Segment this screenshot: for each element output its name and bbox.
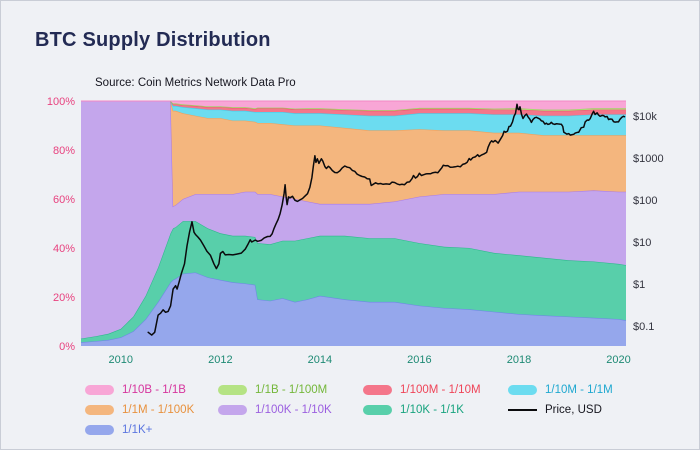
swatch-1-10k-1-1k — [363, 405, 392, 415]
legend-item-1-100k-1-10k[interactable]: 1/100K - 1/10K — [218, 404, 363, 416]
swatch-1-1k — [85, 425, 114, 435]
y-right-tick: $1 — [633, 279, 645, 291]
chart-source: Source: Coin Metrics Network Data Pro — [95, 77, 296, 89]
legend-item-1-10b-1-1b[interactable]: 1/10B - 1/1B — [85, 384, 218, 396]
price-line — [147, 103, 626, 336]
legend-label: 1/100M - 1/10M — [400, 384, 481, 396]
area-1-100m-1-10m — [81, 101, 626, 116]
legend-item-1-1b-1-100m[interactable]: 1/1B - 1/100M — [218, 384, 363, 396]
x-axis-tick: 2010 — [109, 354, 133, 366]
y-left-tick: 80% — [53, 145, 75, 157]
legend-item-price-usd[interactable]: Price, USD — [508, 404, 668, 416]
y-right-tick: $10k — [633, 111, 657, 123]
x-axis-tick: 2018 — [507, 354, 531, 366]
x-axis-tick: 2016 — [407, 354, 431, 366]
x-axis-tick: 2012 — [208, 354, 232, 366]
area-1-10m-1-1m — [81, 101, 626, 136]
legend-label: 1/1B - 1/100M — [255, 384, 328, 396]
y-right-tick: $10 — [633, 237, 651, 249]
y-left-tick: 0% — [59, 341, 75, 353]
swatch-1-100m-1-10m — [363, 385, 392, 395]
swatch-1-10m-1-1m — [508, 385, 537, 395]
y-right-tick: $0.1 — [633, 321, 654, 333]
legend: 1/10B - 1/1B 1/1B - 1/100M 1/100M - 1/10M 1… — [85, 384, 668, 436]
legend-label: 1/10M - 1/1M — [545, 384, 613, 396]
btc-supply-distribution-chart: 0% 20% 40% 60% 80% 100% $0.1 $1 $10 $100 $1000 $10k… — [47, 96, 664, 366]
area-1-10b-1-1b — [81, 101, 626, 111]
legend-label: 1/1K+ — [122, 424, 153, 436]
y-left-tick: 20% — [53, 292, 75, 304]
legend-label: 1/1M - 1/100K — [122, 404, 195, 416]
swatch-1-1m-1-100k — [85, 405, 114, 415]
y-left-tick: 100% — [47, 96, 75, 108]
area-1-1m-1-100k — [81, 101, 626, 207]
x-axis-tick: 2020 — [606, 354, 630, 366]
y-right-tick: $100 — [633, 195, 657, 207]
legend-label: 1/100K - 1/10K — [255, 404, 332, 416]
swatch-1-100k-1-10k — [218, 405, 247, 415]
legend-label: 1/10B - 1/1B — [122, 384, 186, 396]
y-right-tick: $1000 — [633, 153, 664, 165]
legend-label: Price, USD — [545, 404, 602, 416]
price-line-swatch — [508, 409, 537, 411]
legend-item-1-100m-1-10m[interactable]: 1/100M - 1/10M — [363, 384, 508, 396]
page-title: BTC Supply Distribution — [35, 29, 271, 51]
swatch-1-10b-1-1b — [85, 385, 114, 395]
legend-label: 1/10K - 1/1K — [400, 404, 464, 416]
y-left-tick: 40% — [53, 243, 75, 255]
legend-item-1-1m-1-100k[interactable]: 1/1M - 1/100K — [85, 404, 218, 416]
legend-item-1-10k-1-1k[interactable]: 1/10K - 1/1K — [363, 404, 508, 416]
swatch-1-1b-1-100m — [218, 385, 247, 395]
area-1-100k-1-10k — [81, 101, 626, 339]
x-axis-tick: 2014 — [308, 354, 332, 366]
legend-item-1-10m-1-1m[interactable]: 1/10M - 1/1M — [508, 384, 668, 396]
area-1-1k — [81, 272, 626, 346]
legend-item-1-1k[interactable]: 1/1K+ — [85, 424, 218, 436]
y-left-tick: 60% — [53, 194, 75, 206]
area-1-10k-1-1k — [81, 221, 626, 343]
